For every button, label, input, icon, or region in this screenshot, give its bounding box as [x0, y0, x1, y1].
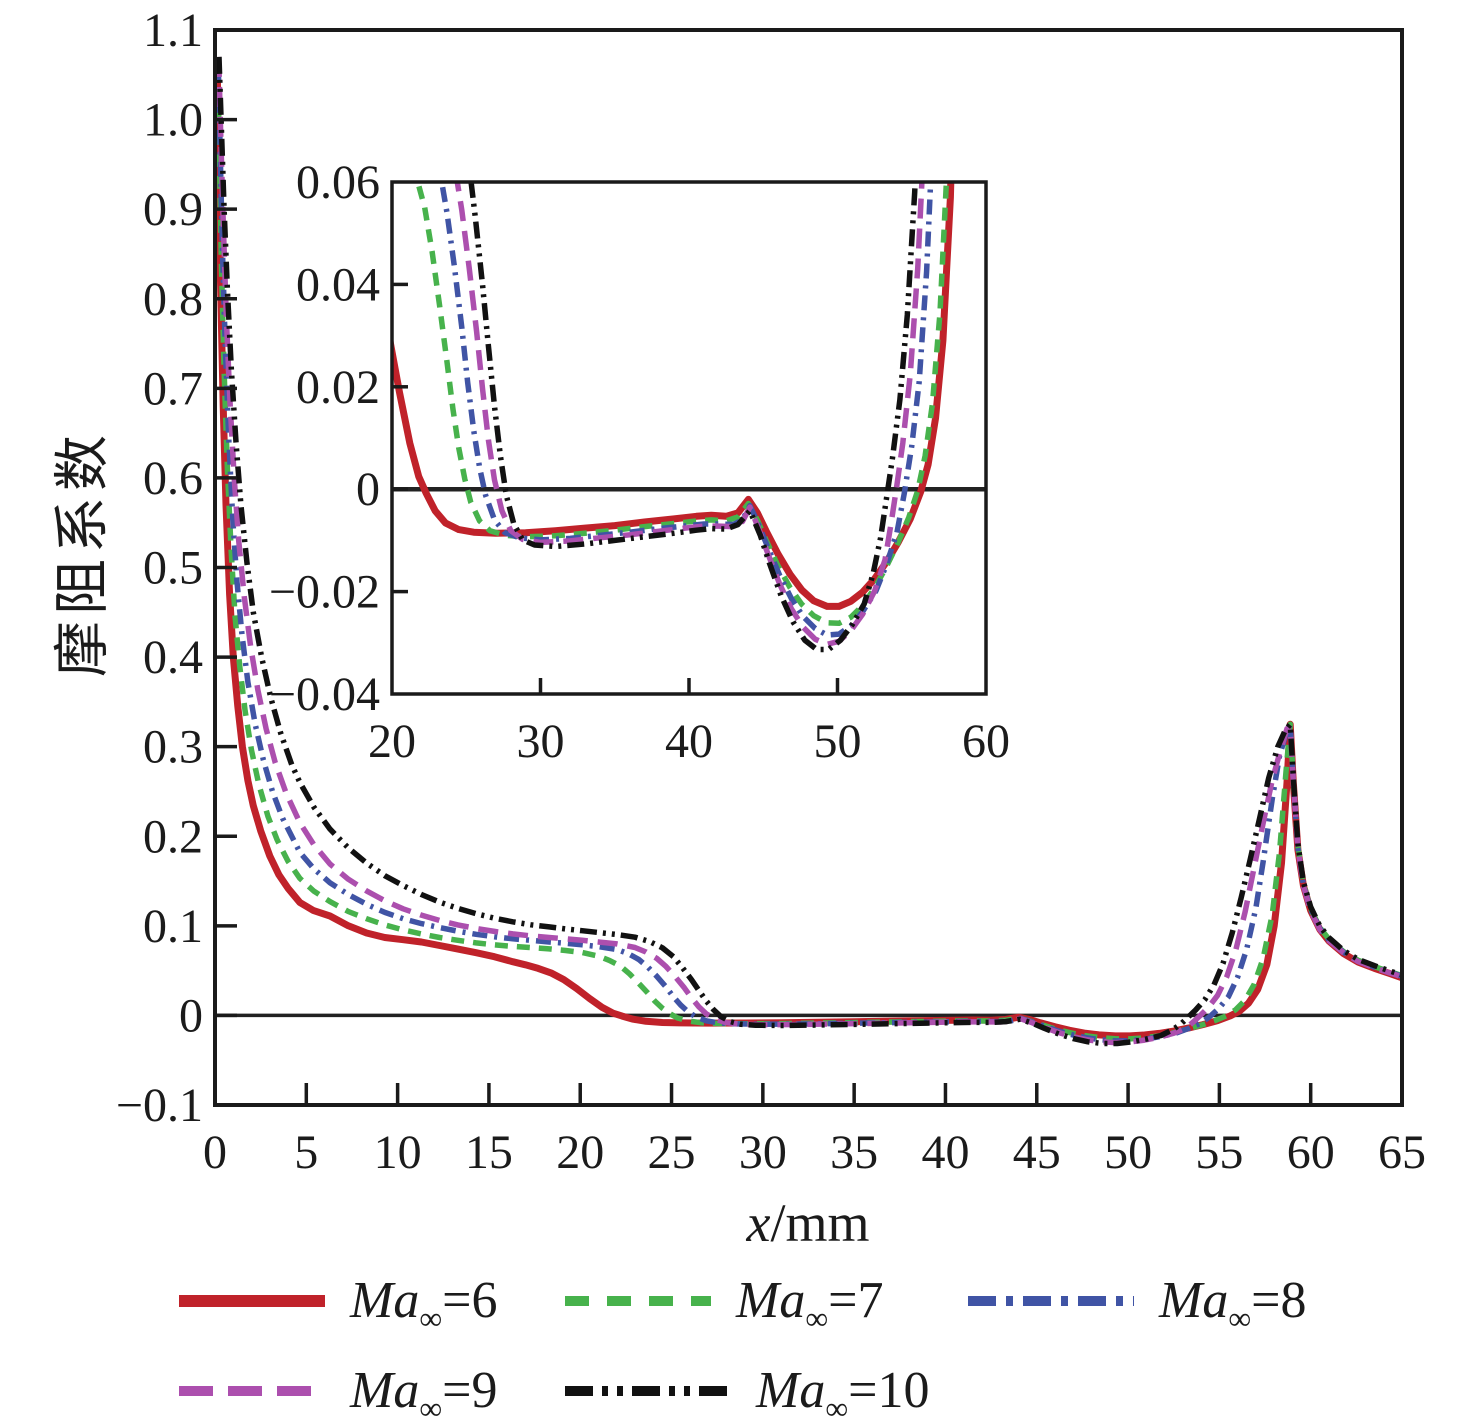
main-x-tick-label: 5 — [294, 1126, 318, 1179]
main-x-tick-label: 0 — [203, 1126, 227, 1179]
main-y-tick-label: −0.1 — [116, 1079, 203, 1132]
main-y-tick-label: 0.6 — [143, 452, 203, 505]
main-x-tick-label: 20 — [556, 1126, 604, 1179]
inset-x-tick-label: 50 — [814, 715, 862, 768]
main-y-tick-label: 0.5 — [143, 542, 203, 595]
inset-curve-Ma∞=9 — [454, 182, 925, 648]
main-x-tick-label: 50 — [1104, 1126, 1152, 1179]
main-y-tick-label: 0.8 — [143, 273, 203, 326]
main-curve-Ma∞=9 — [215, 56, 1402, 1046]
inset-x-tick-label: 30 — [517, 715, 565, 768]
main-y-tick-label: 0.2 — [143, 810, 203, 863]
y-axis-title: 摩阻系数 — [52, 429, 115, 677]
main-y-tick-label: 0 — [179, 989, 203, 1042]
inset-y-tick-label: 0.04 — [296, 258, 380, 311]
main-x-tick-label: 35 — [830, 1126, 878, 1179]
inset-x-tick-label: 60 — [962, 715, 1010, 768]
inset-plot-area: 20 30 40 50 60 0.06 0.04 0.02 0 −0.02 −0.04 — [269, 156, 1010, 768]
main-y-tick-label: 0.1 — [143, 900, 203, 953]
x-axis-title: x/mm — [747, 1192, 870, 1254]
main-y-tick-label: 0.4 — [143, 631, 203, 684]
inset-y-tick-label: −0.04 — [269, 668, 380, 721]
main-x-tick-label: 25 — [648, 1126, 696, 1179]
inset-y-tick-label: 0.02 — [296, 361, 380, 414]
x-axis-title-unit: /mm — [770, 1193, 870, 1253]
inset-y-tick-label: −0.02 — [269, 566, 380, 619]
main-x-tick-label: 10 — [374, 1126, 422, 1179]
main-y-tick-label: 0.3 — [143, 721, 203, 774]
main-x-tick-label: 60 — [1287, 1126, 1335, 1179]
main-curve-Ma∞=10 — [216, 56, 1402, 1047]
main-x-tick-label: 45 — [1013, 1126, 1061, 1179]
inset-y-tick-label: 0 — [356, 463, 380, 516]
main-x-tick-label: 30 — [739, 1126, 787, 1179]
main-x-tick-label: 55 — [1195, 1126, 1243, 1179]
main-plot-area: 0 5 10 15 20 25 30 35 40 45 50 55 60 65 1.1 1.0 0.9 0.8 0.… — [116, 4, 1426, 1179]
main-curve-Ma∞=8 — [215, 65, 1402, 1044]
main-y-tick-label: 0.7 — [143, 362, 203, 415]
main-y-tick-label: 1.1 — [143, 4, 203, 57]
main-x-tick-label: 15 — [465, 1126, 513, 1179]
main-y-tick-label: 0.9 — [143, 183, 203, 236]
x-axis-title-variable: x — [746, 1193, 771, 1253]
inset-x-tick-label: 40 — [665, 715, 713, 768]
main-y-tick-label: 1.0 — [143, 94, 203, 147]
inset-curve-Ma∞=6 — [392, 182, 955, 610]
inset-y-tick-label: 0.06 — [296, 156, 380, 209]
inset-x-tick-label: 20 — [368, 715, 416, 768]
main-x-tick-label: 40 — [921, 1126, 969, 1179]
main-x-tick-label: 65 — [1378, 1126, 1426, 1179]
